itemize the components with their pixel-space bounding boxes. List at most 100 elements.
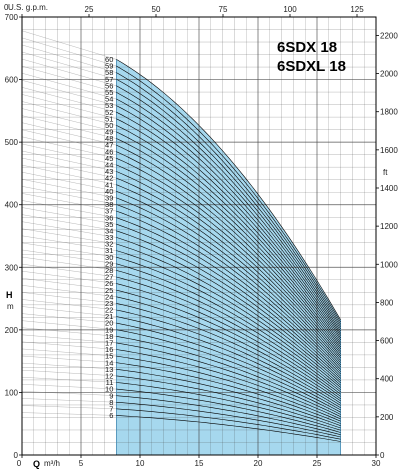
stage-curve-17 xyxy=(116,342,341,417)
stage-label-16: 16 xyxy=(105,345,113,354)
stage-curve-47 xyxy=(116,144,341,350)
stage-leader-51 xyxy=(21,94,117,119)
stage-curve-32 xyxy=(116,243,341,384)
stage-label-35: 35 xyxy=(105,220,113,229)
stage-curve-49 xyxy=(116,131,341,345)
stage-curve-22 xyxy=(116,309,341,406)
stage-label-53: 53 xyxy=(105,101,113,110)
stage-leader-26 xyxy=(21,271,117,284)
stage-curve-44 xyxy=(116,164,341,357)
stage-leader-49 xyxy=(21,108,117,133)
stage-curve-39 xyxy=(116,197,341,368)
stage-curve-13 xyxy=(116,369,341,426)
stage-leader-11 xyxy=(21,377,117,383)
stage-curve-51 xyxy=(116,118,341,341)
stage-leader-10 xyxy=(21,384,117,390)
ft-tick-label: 0 xyxy=(380,451,385,460)
stage-leader-35 xyxy=(21,207,117,225)
x-axis-symbol: Q xyxy=(33,459,40,469)
stage-leader-16 xyxy=(21,341,117,350)
stage-curve-7 xyxy=(116,408,341,440)
stage-leader-18 xyxy=(21,327,117,337)
y-tick-label: 400 xyxy=(5,201,19,210)
stage-label-24: 24 xyxy=(105,292,113,301)
stage-label-22: 22 xyxy=(105,306,113,315)
operating-range-area xyxy=(116,59,341,456)
stage-curve-11 xyxy=(116,382,341,431)
stage-leader-28 xyxy=(21,256,117,271)
stage-curve-34 xyxy=(116,230,341,379)
stage-leader-23 xyxy=(21,292,117,304)
stage-leader-59 xyxy=(21,37,117,67)
stage-label-31: 31 xyxy=(105,246,113,255)
stage-leader-38 xyxy=(21,186,117,205)
operating-range-layer xyxy=(116,59,341,456)
stage-label-34: 34 xyxy=(105,226,113,235)
stage-leader-58 xyxy=(21,44,117,73)
stage-leader-33 xyxy=(21,221,117,238)
stage-label-10: 10 xyxy=(105,385,113,394)
stage-label-36: 36 xyxy=(105,213,113,222)
stage-label-41: 41 xyxy=(105,180,113,189)
stage-leader-31 xyxy=(21,235,117,251)
stage-label-7: 7 xyxy=(109,404,113,413)
stage-leader-37 xyxy=(21,193,117,212)
stage-label-48: 48 xyxy=(105,134,113,143)
stage-label-57: 57 xyxy=(105,75,113,84)
stage-leader-44 xyxy=(21,143,117,166)
stage-label-51: 51 xyxy=(105,114,113,123)
stage-label-39: 39 xyxy=(105,193,113,202)
ft-tick-label: 2200 xyxy=(380,31,398,40)
stage-label-11: 11 xyxy=(106,378,114,387)
stage-curve-54 xyxy=(116,98,341,334)
stage-curve-27 xyxy=(116,276,341,395)
stage-leader-48 xyxy=(21,115,117,139)
stage-label-21: 21 xyxy=(105,312,113,321)
stage-label-50: 50 xyxy=(105,121,113,130)
top-axis-unit: U.S. g.p.m. xyxy=(8,3,48,12)
stage-leader-25 xyxy=(21,278,117,291)
stage-curve-23 xyxy=(116,303,341,404)
stage-label-14: 14 xyxy=(105,358,113,367)
stage-curve-24 xyxy=(116,296,341,402)
x-tick-label: 10 xyxy=(136,459,145,468)
stage-label-19: 19 xyxy=(105,325,113,334)
stage-label-43: 43 xyxy=(105,167,113,176)
x-tick-label: 15 xyxy=(195,459,204,468)
gpm-tick-label: 50 xyxy=(152,5,161,14)
stage-leader-52 xyxy=(21,87,117,113)
stage-curve-20 xyxy=(116,322,341,411)
stage-leader-34 xyxy=(21,214,117,231)
x-tick-label: 0 xyxy=(17,459,22,468)
stage-leader-39 xyxy=(21,179,117,199)
stage-label-58: 58 xyxy=(105,68,113,77)
stage-curve-55 xyxy=(116,92,341,332)
ft-tick-label: 1800 xyxy=(380,108,398,117)
gpm-tick-label: 75 xyxy=(219,5,228,14)
x-axis-unit: m³/h xyxy=(44,459,60,468)
stage-label-37: 37 xyxy=(105,207,113,216)
ft-tick-label: 400 xyxy=(380,375,394,384)
ft-tick-label: 600 xyxy=(380,337,394,346)
ft-tick-label: 1000 xyxy=(380,260,398,269)
stage-leader-20 xyxy=(21,313,117,324)
stage-curve-43 xyxy=(116,171,341,359)
stage-label-6: 6 xyxy=(109,411,113,420)
stage-curve-59 xyxy=(116,65,341,323)
stage-curve-31 xyxy=(116,250,341,386)
stage-label-42: 42 xyxy=(105,174,113,183)
stage-leader-27 xyxy=(21,263,117,278)
y-tick-label: 300 xyxy=(5,263,19,272)
ft-tick-label: 800 xyxy=(380,298,394,307)
stage-leader-32 xyxy=(21,228,117,245)
ft-tick-label: 1400 xyxy=(380,184,398,193)
stage-curve-53 xyxy=(116,105,341,336)
stage-curve-6 xyxy=(116,415,341,442)
stage-leader-56 xyxy=(21,58,117,86)
chart-title-line-1: 6SDX 18 xyxy=(277,39,337,56)
stage-leader-42 xyxy=(21,157,117,179)
stage-label-9: 9 xyxy=(109,391,113,400)
stage-curve-19 xyxy=(116,329,341,413)
stage-leader-29 xyxy=(21,249,117,264)
stage-leader-43 xyxy=(21,150,117,172)
